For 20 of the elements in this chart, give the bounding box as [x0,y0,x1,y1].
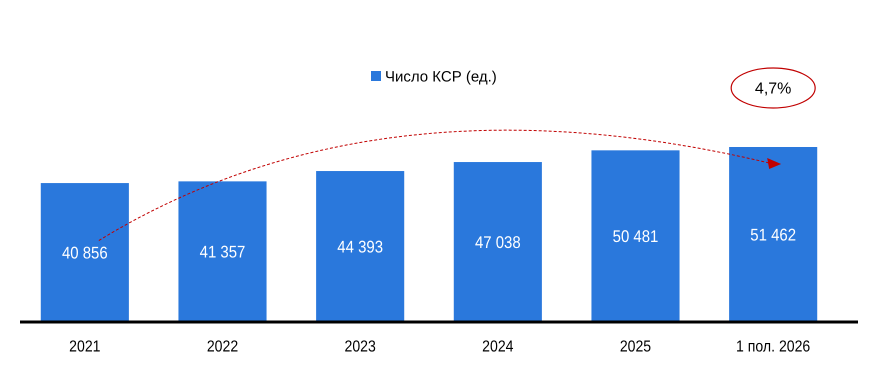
bar [454,162,542,322]
bar [178,181,267,322]
x-tick-label: 2023 [344,338,376,356]
bar [40,183,129,322]
bar [316,171,404,322]
data-label: 40 856 [62,244,108,263]
data-label: 41 357 [200,244,246,262]
legend-label: Число КСР (ед.) [385,68,497,86]
bar [729,147,818,322]
data-label: 50 481 [612,228,658,246]
data-label: 51 462 [750,226,796,245]
text: 4,7% [754,80,792,98]
x-tick-label: 2022 [206,338,238,356]
x-tick-label: 2024 [482,338,514,356]
x-tick-label: 2021 [69,338,100,356]
data-label: 47 038 [474,234,521,252]
bar [591,150,680,322]
data-label: 44 393 [337,238,384,257]
x-tick-label: 2025 [620,338,652,356]
x-tick-label: 1 пол. 2026 [736,338,810,356]
